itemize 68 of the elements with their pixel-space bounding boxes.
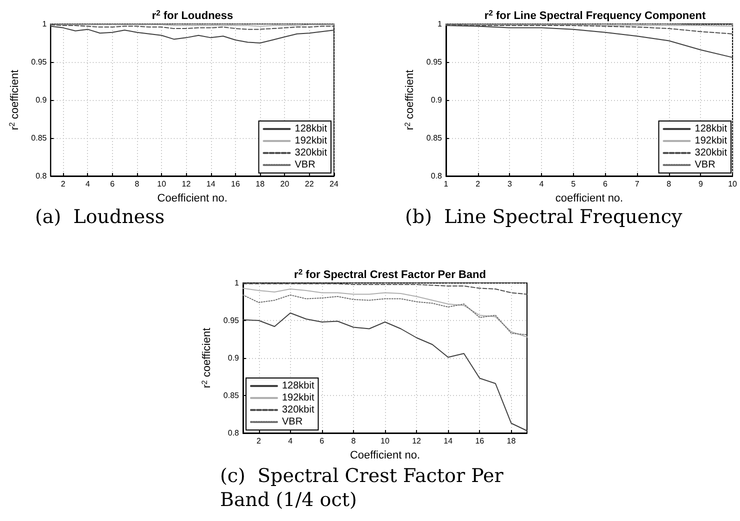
x-tick-label: 6 <box>320 436 325 446</box>
x-tick-label: 16 <box>231 180 240 188</box>
y-tick-label: 0.8 <box>228 428 240 438</box>
x-tick-label: 24 <box>330 180 339 188</box>
legend-label: 192kbit <box>694 136 728 146</box>
x-tick-label: 7 <box>634 180 640 188</box>
x-tick-label: 6 <box>110 180 116 188</box>
x-tick-label: 10 <box>380 436 390 446</box>
x-axis-title: Coefficient no. <box>350 449 420 462</box>
x-tick-label: 4 <box>539 180 544 188</box>
x-axis-title: coefficient no. <box>555 192 624 204</box>
legend-label: 192kbit <box>282 392 314 404</box>
y-tick-label: 0.85 <box>426 134 443 142</box>
line-series <box>242 312 528 432</box>
line-series <box>242 294 528 336</box>
y-tick-label: 0.95 <box>426 58 443 66</box>
legend-label: 192kbit <box>294 136 328 146</box>
x-tick-label: 8 <box>351 436 356 446</box>
line-series <box>242 288 528 338</box>
x-tick-label: 2 <box>256 436 262 446</box>
legend-label: 320kbit <box>282 404 314 416</box>
legend-label: VBR <box>294 160 316 170</box>
x-tick-label: 2 <box>476 180 481 188</box>
x-tick-label: 12 <box>182 180 192 188</box>
x-axis-title: Coefficient no. <box>157 192 228 204</box>
x-tick-label: 4 <box>288 436 294 446</box>
x-tick-label: 22 <box>304 180 314 188</box>
legend-label: 128kbit <box>694 124 728 134</box>
x-tick-label: 4 <box>85 180 90 188</box>
legend-label: VBR <box>282 416 303 428</box>
y-tick-label: 0.95 <box>31 58 48 66</box>
y-tick-label: 0.85 <box>31 134 48 142</box>
text: (b) Line Spectral Frequency <box>405 206 683 228</box>
x-tick-label: 2 <box>60 180 66 188</box>
x-tick-label: 18 <box>506 436 516 446</box>
text: (c) Spectral Crest Factor Per Band (1/4 oct) <box>220 465 510 511</box>
y-tick-label: 0.9 <box>228 354 240 362</box>
x-tick-label: 12 <box>412 436 422 446</box>
x-tick-label: 10 <box>728 180 738 188</box>
x-tick-label: 3 <box>507 180 512 188</box>
text: (a) Loudness <box>35 206 165 228</box>
legend-label: 320kbit <box>294 148 328 158</box>
x-tick-label: 20 <box>280 180 290 188</box>
legend-label: 128kbit <box>282 380 314 392</box>
x-tick-label: 9 <box>698 180 704 188</box>
x-tick-label: 16 <box>475 436 485 446</box>
x-tick-label: 6 <box>602 180 608 188</box>
x-tick-label: 10 <box>157 180 167 188</box>
x-tick-label: 8 <box>134 180 140 188</box>
y-tick-label: 1 <box>42 20 48 28</box>
legend-label: VBR <box>694 160 716 170</box>
x-tick-label: 14 <box>444 436 454 446</box>
x-tick-label: 8 <box>666 180 672 188</box>
x-tick-label: 1 <box>444 180 449 188</box>
x-tick-label: 5 <box>571 180 576 188</box>
y-tick-label: 0.8 <box>36 172 48 180</box>
x-tick-label: 14 <box>206 180 216 188</box>
x-tick-label: 18 <box>256 180 266 188</box>
legend-label: 320kbit <box>694 148 728 158</box>
y-tick-label: 0.9 <box>430 96 443 104</box>
y-tick-label: 0.95 <box>223 316 240 325</box>
line-series <box>242 283 528 295</box>
y-tick-label: 0.8 <box>430 172 443 180</box>
y-tick-label: 0.9 <box>36 96 48 104</box>
y-tick-label: 1 <box>234 278 240 288</box>
legend-label: 128kbit <box>294 124 328 134</box>
y-tick-label: 0.85 <box>223 391 240 400</box>
y-tick-label: 1 <box>438 20 443 28</box>
